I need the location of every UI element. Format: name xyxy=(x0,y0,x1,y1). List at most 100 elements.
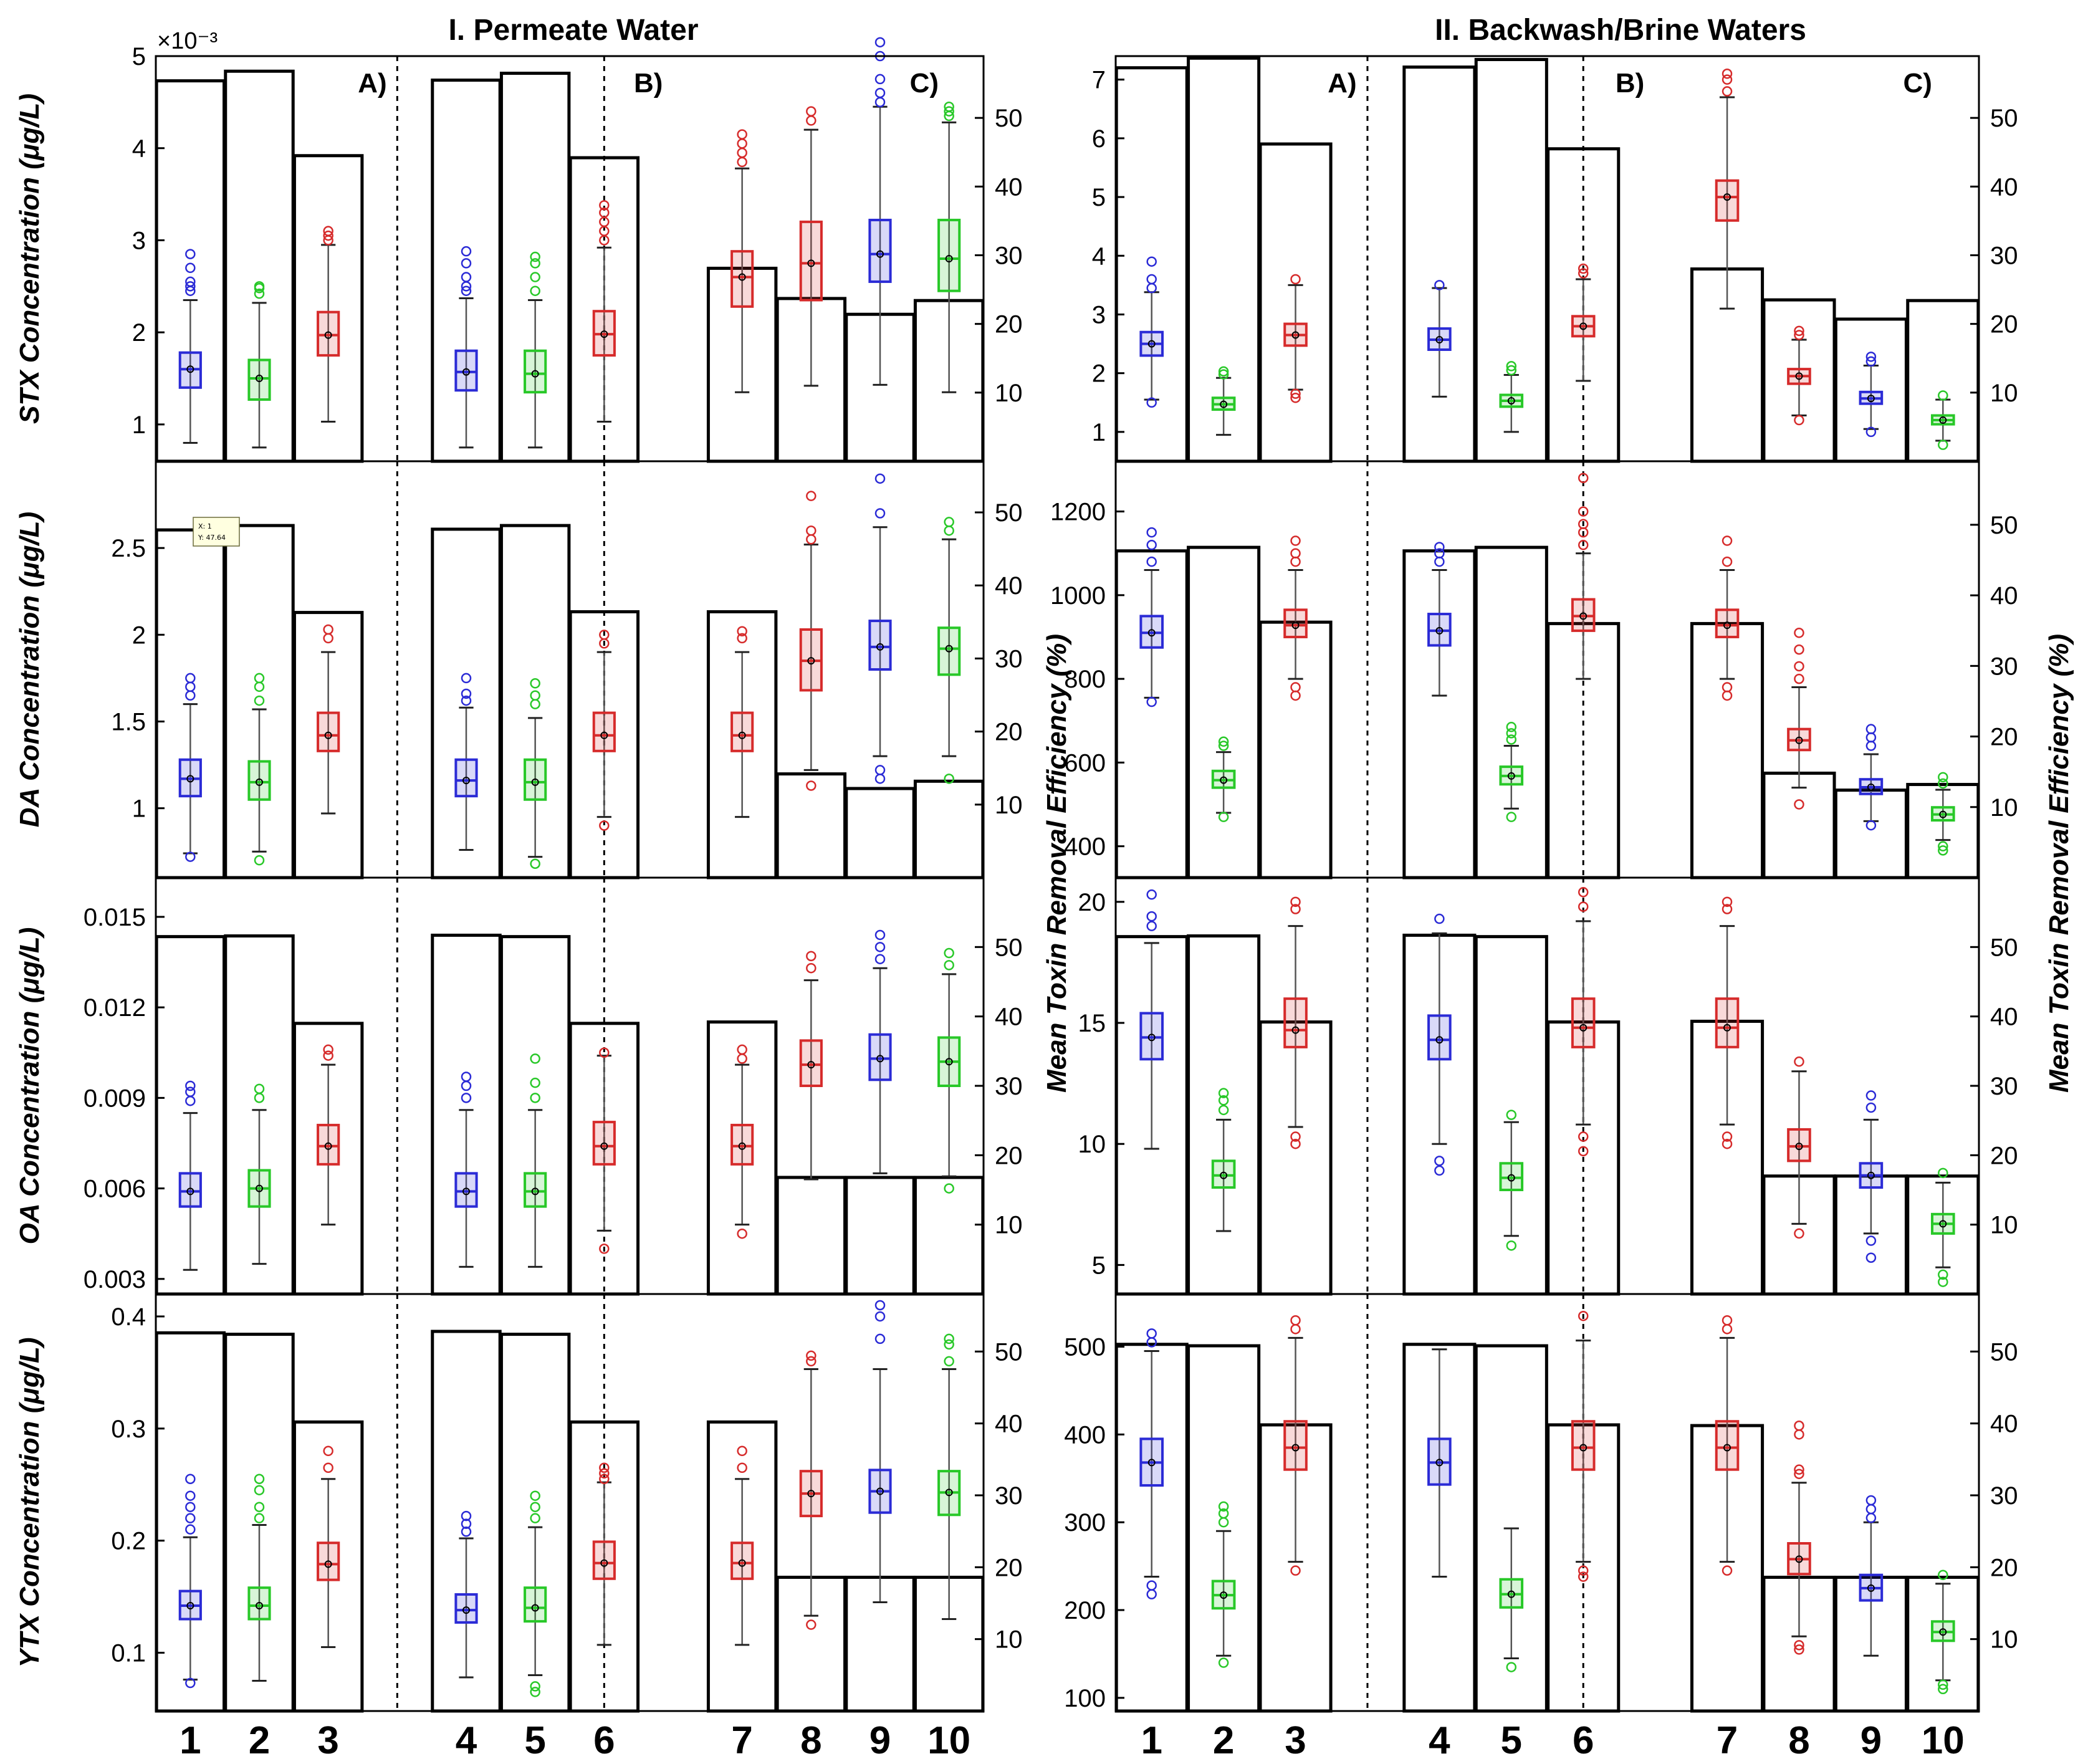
box-outlier-4-5 xyxy=(461,246,472,257)
datatip-box xyxy=(193,517,240,547)
box-outlier-1-4 xyxy=(185,851,196,862)
box-outlier-2-2 xyxy=(254,1502,265,1512)
box-outlier-2-1 xyxy=(254,1513,265,1523)
box-outlier-4-3 xyxy=(461,673,472,684)
box-outlier-9-1 xyxy=(874,954,886,964)
box-outlier-8-3 xyxy=(806,525,817,536)
panel-frame xyxy=(1114,1293,1980,1712)
box-outlier-1-2 xyxy=(185,1513,196,1523)
x-tick-label-7: 7 xyxy=(731,1719,752,1762)
box-mean-2 xyxy=(256,375,263,383)
box-outlier-3-2 xyxy=(1290,548,1301,558)
box-outlier-5-2 xyxy=(530,272,540,282)
y2-tick-label: 20 xyxy=(1990,1142,2018,1169)
box-outlier-2-2 xyxy=(1218,1508,1229,1519)
box-outlier-8-3 xyxy=(1794,415,1804,426)
box-outlier-4-3 xyxy=(461,1510,472,1522)
y2-tick-label: 40 xyxy=(1990,1004,2018,1031)
box-outlier-4-2 xyxy=(1434,548,1445,558)
y-tick-label: 1 xyxy=(1092,419,1106,446)
y2-tick-label: 20 xyxy=(995,1142,1023,1169)
y2-tick-label: 30 xyxy=(1990,1482,2018,1510)
box-mean-2 xyxy=(1220,776,1228,784)
box-mean-3 xyxy=(324,1560,332,1568)
box-iqr-1 xyxy=(178,1172,202,1208)
box-outlier-8-1 xyxy=(806,962,817,974)
box-outlier-3-1 xyxy=(323,1462,333,1473)
panel-right-stx: 1 2 3 4 5 6 7 10 20 30 40 50 A) B) C) xyxy=(1092,55,2018,463)
box-outlier-3-5 xyxy=(1290,682,1301,693)
x-tick-label-4: 4 xyxy=(1429,1719,1450,1762)
section-label-a: A) xyxy=(1328,68,1356,98)
box-mean-10 xyxy=(945,1488,953,1497)
efficiency-bar-9 xyxy=(845,787,916,880)
y2-tick-label: 10 xyxy=(995,1212,1023,1239)
box-outlier-1-5 xyxy=(185,249,196,259)
box-outlier-8-1 xyxy=(806,780,817,791)
box-outlier-4-1 xyxy=(461,1093,472,1103)
box-outlier-7-1 xyxy=(1722,1324,1733,1335)
box-mean-4 xyxy=(462,368,470,376)
y-tick-label: 7 xyxy=(1092,67,1106,94)
box-outlier-10-2 xyxy=(1938,1679,1948,1690)
y-tick-label: 2 xyxy=(1092,360,1106,388)
box-outlier-1-3 xyxy=(1146,889,1157,900)
efficiency-bar-9 xyxy=(845,1176,916,1296)
box-outlier-7-2 xyxy=(737,626,747,637)
box-outlier-8-4 xyxy=(806,491,817,501)
right-column-header: II. Backwash/Brine Waters xyxy=(1435,14,1806,47)
efficiency-bar-10 xyxy=(913,779,985,880)
section-label-c: C) xyxy=(910,68,939,98)
box-outlier-10-3 xyxy=(1938,841,1948,851)
box-outlier-10-2 xyxy=(944,525,954,536)
box-outlier-10-2 xyxy=(944,947,954,959)
box-outlier-8-1 xyxy=(1794,673,1804,684)
box-mean-8 xyxy=(1795,1143,1803,1151)
box-iqr-7 xyxy=(1715,608,1740,638)
box-outlier-7-1 xyxy=(1722,904,1733,914)
box-outlier-8-2 xyxy=(806,106,817,117)
box-outlier-5-1 xyxy=(1506,734,1517,745)
box-mean-10 xyxy=(1939,810,1947,818)
x-tick-label-10: 10 xyxy=(1922,1719,1965,1762)
right-axis-label: Mean Toxin Removal Efficiency (%) xyxy=(2044,634,2074,1093)
box-mean-9 xyxy=(876,643,884,651)
box-outlier-3-1 xyxy=(1290,556,1301,567)
box-outlier-6-2 xyxy=(599,1468,610,1479)
x-tick-label-10: 10 xyxy=(927,1719,970,1762)
box-outlier-8-2 xyxy=(1794,661,1804,672)
box-outlier-4-1 xyxy=(1434,913,1445,924)
box-outlier-1-1 xyxy=(185,690,196,701)
box-iqr-4 xyxy=(1427,1014,1452,1061)
box-iqr-4 xyxy=(454,349,478,392)
box-outlier-1-6 xyxy=(185,1677,196,1689)
box-mean-6 xyxy=(600,330,608,338)
box-mean-6 xyxy=(600,1142,608,1150)
box-outlier-3-1 xyxy=(323,1050,333,1061)
y2-tick-label: 10 xyxy=(1990,380,2018,407)
panel-left-oa: 0.003 0.006 0.009 0.012 0.015 10 20 30 40 50 OA Co… xyxy=(14,876,1023,1296)
middle-axis-label: Mean Toxin Removal Efficiency (%) xyxy=(1042,634,1072,1093)
box-mean-3 xyxy=(324,1142,332,1150)
box-mean-5 xyxy=(531,370,539,378)
x-tick-label-5: 5 xyxy=(1501,1719,1522,1762)
box-mean-9 xyxy=(1867,783,1875,791)
box-outlier-10-1 xyxy=(1938,1167,1948,1179)
box-outlier-7-1 xyxy=(737,1462,747,1473)
panel-right-da: 400 600 800 1000 1200 10 20 30 40 50 xyxy=(1050,460,2018,880)
y-tick-label: 0.015 xyxy=(84,904,146,931)
box-outlier-4-1 xyxy=(461,695,472,706)
box-outlier-5-2 xyxy=(1506,728,1517,739)
box-outlier-2-4 xyxy=(254,1474,265,1484)
box-outlier-6-1 xyxy=(599,820,610,831)
box-mean-2 xyxy=(1220,400,1228,408)
y-tick-label: 10 xyxy=(1078,1131,1106,1158)
box-mean-6 xyxy=(1579,1444,1588,1452)
box-outlier-1-3 xyxy=(1146,256,1157,267)
box-mean-9 xyxy=(876,250,884,258)
box-mean-9 xyxy=(1867,1171,1875,1179)
box-mean-6 xyxy=(600,731,608,739)
box-outlier-4-3 xyxy=(1434,1165,1445,1176)
box-outlier-6-3 xyxy=(599,630,610,640)
box-outlier-3-3 xyxy=(1290,1565,1301,1576)
